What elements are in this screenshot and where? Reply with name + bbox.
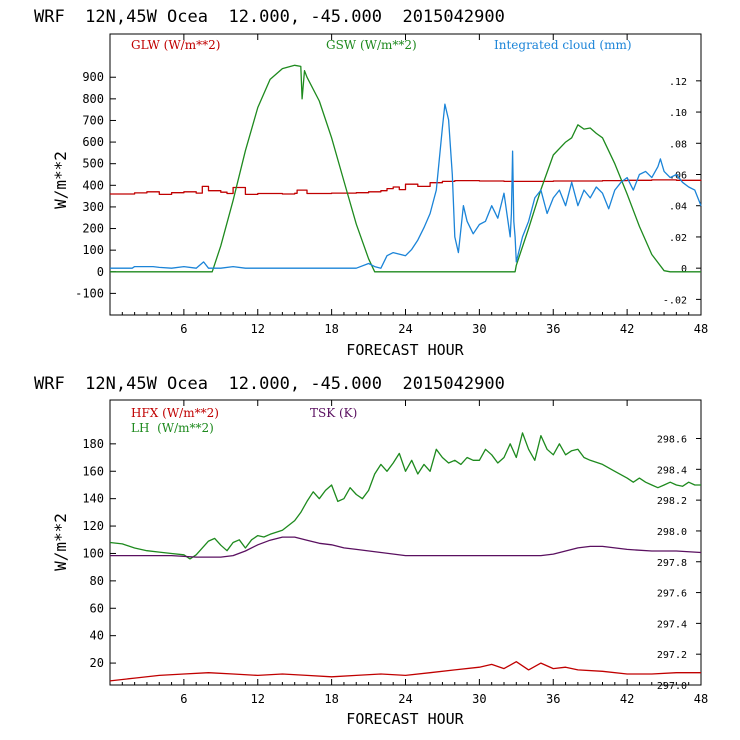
y-tick-label: 140 <box>82 492 104 506</box>
bottom-header: WRF 12N,45W Ocea 12.000, -45.000 2015042… <box>34 374 505 394</box>
top-legend-gsw: GSW (W/m**2) <box>326 38 417 52</box>
y-tick-label: 40 <box>90 629 104 643</box>
bottom-series-group <box>109 432 702 682</box>
x-tick-label: 12 <box>251 322 265 336</box>
y-tick-label: 60 <box>90 601 104 615</box>
y2-tick-label: 298.2 <box>657 496 687 507</box>
x-tick-label: 48 <box>694 692 708 706</box>
bottom-x-axis: 6 12 18 24 30 36 42 48 <box>121 400 708 706</box>
y2-tick-label: .12 <box>669 77 687 88</box>
x-tick-label: 42 <box>620 692 634 706</box>
y-tick-label: 700 <box>82 113 104 127</box>
y2-tick-label: -.02 <box>663 295 687 306</box>
y2-tick-label: .08 <box>669 139 687 150</box>
y-tick-label: 800 <box>82 92 104 106</box>
top-legend-glw: GLW (W/m**2) <box>131 38 220 52</box>
bottom-legend-tsk: TSK (K) <box>310 406 357 420</box>
top-x-label: FORECAST HOUR <box>346 341 464 359</box>
y2-tick-label: 297.6 <box>657 589 687 600</box>
bottom-y-label: W/m**2 <box>51 513 70 571</box>
y-tick-label: 100 <box>82 243 104 257</box>
top-legend-cloud: Integrated cloud (mm) <box>494 38 632 52</box>
top-series-group <box>110 64 702 273</box>
y-tick-label: 900 <box>82 70 104 84</box>
bottom-panel: WRF 12N,45W Ocea 12.000, -45.000 2015042… <box>34 374 708 728</box>
x-tick-label: 18 <box>324 322 338 336</box>
series-line-hfx-w-m-2 <box>109 661 701 682</box>
bottom-y-axis: 20 40 60 80 100 120 140 160 180 <box>82 437 116 670</box>
x-tick-label: 24 <box>398 322 412 336</box>
y-tick-label: 400 <box>82 178 104 192</box>
series-line-integrated-cloud-mm <box>110 103 702 269</box>
x-tick-label: 36 <box>546 692 560 706</box>
y2-tick-label: 298.0 <box>657 527 687 538</box>
y-tick-label: 160 <box>82 464 104 478</box>
y-tick-label: 20 <box>90 656 104 670</box>
y-tick-label: -100 <box>75 286 104 300</box>
bottom-right-axis: 297.0 297.2 297.4 297.6 297.8 298.0 298.2 298.4… <box>657 435 701 692</box>
y-tick-label: 0 <box>97 265 104 279</box>
y-tick-label: 180 <box>82 437 104 451</box>
series-line-glw-w-m-2 <box>110 179 702 196</box>
series-line-gsw-w-m-2 <box>110 64 701 273</box>
series-line-tsk-k <box>110 536 702 558</box>
bottom-legend-hfx: HFX (W/m**2) <box>131 406 219 420</box>
y-tick-label: 600 <box>82 135 104 149</box>
x-tick-label: 48 <box>694 322 708 336</box>
y2-tick-label: .10 <box>669 108 687 119</box>
top-y-axis: -100 0 100 200 300 400 500 600 700 800 900 <box>75 70 116 300</box>
bottom-x-label: FORECAST HOUR <box>346 710 464 728</box>
y2-tick-label: .02 <box>669 233 687 244</box>
y-tick-label: 300 <box>82 200 104 214</box>
x-tick-label: 30 <box>472 692 486 706</box>
x-tick-label: 42 <box>620 322 634 336</box>
y2-tick-label: 297.0 <box>657 681 687 692</box>
y-tick-label: 100 <box>82 546 104 560</box>
y-tick-label: 120 <box>82 519 104 533</box>
x-tick-label: 24 <box>398 692 412 706</box>
y2-tick-label: 0 <box>681 264 687 275</box>
x-tick-label: 36 <box>546 322 560 336</box>
top-header: WRF 12N,45W Ocea 12.000, -45.000 2015042… <box>34 7 505 27</box>
y2-tick-label: 297.8 <box>657 558 687 569</box>
top-panel: WRF 12N,45W Ocea 12.000, -45.000 2015042… <box>34 7 708 359</box>
y-tick-label: 200 <box>82 222 104 236</box>
y-tick-label: 500 <box>82 157 104 171</box>
top-y-label: W/m**2 <box>51 151 70 209</box>
x-tick-label: 18 <box>324 692 338 706</box>
y2-tick-label: 298.6 <box>657 435 687 446</box>
x-tick-label: 6 <box>180 322 187 336</box>
y2-tick-label: .04 <box>669 202 687 213</box>
y-tick-label: 80 <box>90 574 104 588</box>
x-tick-label: 30 <box>472 322 486 336</box>
y2-tick-label: 297.4 <box>657 619 687 630</box>
y2-tick-label: 298.4 <box>657 465 687 476</box>
x-tick-label: 12 <box>251 692 265 706</box>
x-tick-label: 6 <box>180 692 187 706</box>
series-line-lh-w-m-2 <box>109 432 701 560</box>
top-x-axis: 6 12 18 24 30 36 42 48 <box>121 34 708 336</box>
y2-tick-label: 297.2 <box>657 650 687 661</box>
bottom-legend-lh: LH (W/m**2) <box>131 421 214 435</box>
